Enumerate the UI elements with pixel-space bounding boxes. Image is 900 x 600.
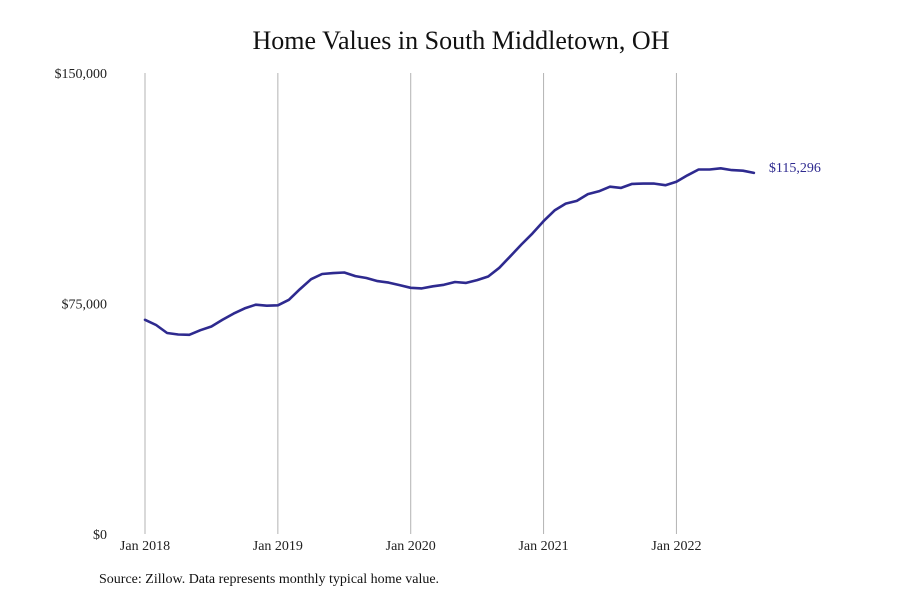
x-tick-label: Jan 2018	[120, 539, 170, 554]
x-tick-label: Jan 2019	[253, 539, 303, 554]
y-tick-label: $0	[93, 528, 107, 543]
x-tick-label: Jan 2022	[651, 539, 701, 554]
end-value-label: $115,296	[769, 161, 821, 176]
source-note: Source: Zillow. Data represents monthly …	[99, 572, 440, 587]
x-tick-label: Jan 2020	[386, 539, 436, 554]
grid-layer	[144, 73, 677, 534]
y-tick-label: $150,000	[55, 67, 108, 82]
x-tick-label: Jan 2021	[518, 539, 568, 554]
y-tick-label: $75,000	[62, 298, 108, 313]
series-line	[143, 167, 756, 337]
tick-label-layer: Jan 2018 Jan 2019 Jan 2020 Jan 2021 Jan 2022…	[55, 67, 702, 554]
series-layer: $115,296	[143, 161, 821, 337]
chart-title: Home Values in South Middletown, OH	[252, 26, 670, 55]
